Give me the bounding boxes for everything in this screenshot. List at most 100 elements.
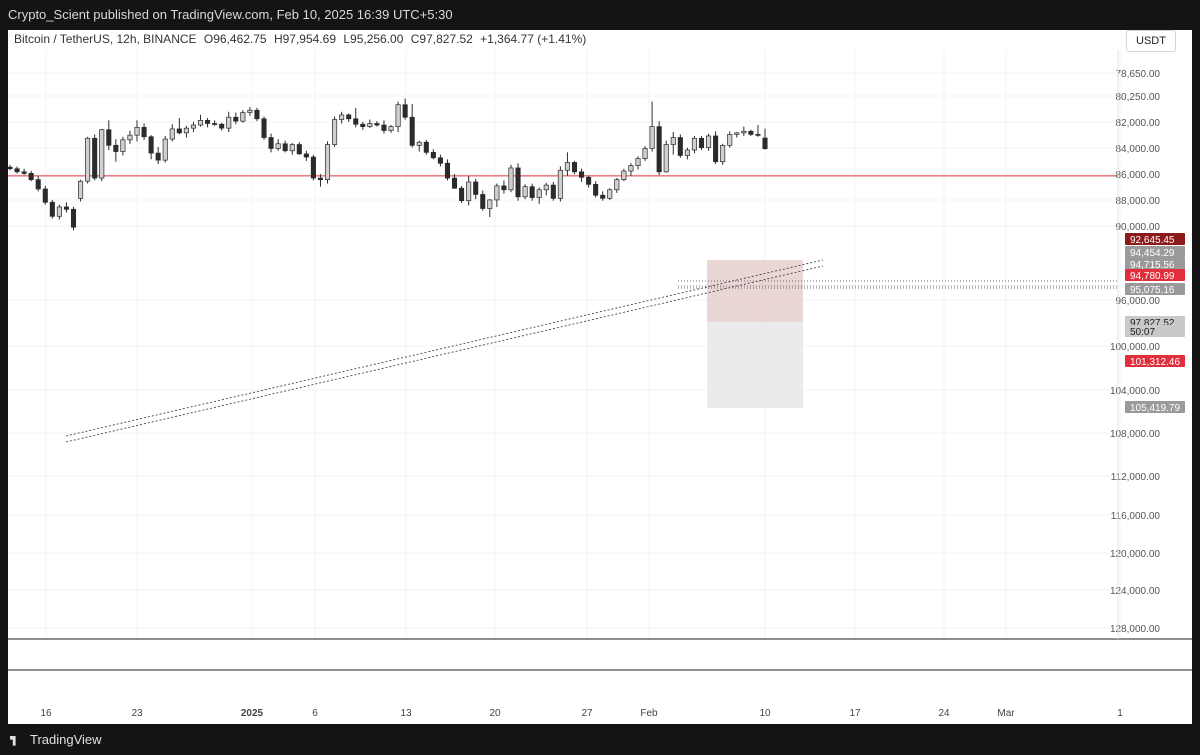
- candle-body: [141, 127, 147, 138]
- candle-body: [437, 157, 443, 164]
- candle-body: [557, 169, 563, 199]
- chart-frame[interactable]: 78,650.00 80,250.00 82,000.00 84,000.00 86,0…: [8, 30, 1192, 724]
- candle-body: [698, 137, 705, 149]
- x-tick-label: 24: [938, 708, 950, 719]
- candle-body: [233, 116, 239, 122]
- candle-body: [120, 139, 126, 152]
- price-label-bg: [1125, 355, 1185, 367]
- candle-body: [162, 138, 168, 161]
- candle-body: [727, 134, 733, 146]
- price-label-bg: [1125, 233, 1185, 245]
- candle-body: [35, 179, 41, 190]
- target-zone-box: [707, 322, 803, 408]
- candle-body: [353, 118, 359, 125]
- candle-body: [332, 119, 338, 145]
- y-tick-label: 124,000.00: [1110, 586, 1160, 597]
- x-tick-label: 2025: [241, 708, 264, 719]
- candle-body: [240, 112, 246, 122]
- price-label-bg: [1125, 283, 1185, 295]
- candle-body: [614, 179, 620, 191]
- candle-body: [169, 128, 175, 140]
- candle-body: [543, 184, 549, 191]
- candle-body: [663, 144, 669, 173]
- x-tick-label: 23: [131, 708, 143, 719]
- brand-name: TradingView: [30, 732, 102, 747]
- candle-body: [607, 189, 613, 199]
- candle-body: [388, 126, 394, 131]
- candle-body: [381, 124, 387, 131]
- candle-body: [183, 127, 189, 134]
- candle-body: [720, 144, 726, 163]
- price-label-bg: [1125, 258, 1185, 270]
- price-label-text: 105,419.79: [1130, 403, 1180, 414]
- y-tick-label: 86,000.00: [1116, 170, 1161, 181]
- x-tick-label: 16: [40, 708, 52, 719]
- candle-body: [70, 208, 77, 228]
- candle-body: [99, 129, 105, 179]
- price-label-bg: [1125, 246, 1185, 258]
- low-value: L95,256.00: [343, 32, 404, 46]
- x-tick-label: Feb: [640, 708, 658, 719]
- candle-body: [649, 126, 655, 149]
- candle-body: [677, 137, 683, 156]
- candles-layer: [8, 98, 768, 231]
- price-label-text: 94,780.99: [1130, 271, 1175, 282]
- y-tick-label: 128,000.00: [1110, 624, 1160, 635]
- candle-body: [148, 136, 154, 154]
- candle-body: [395, 104, 401, 127]
- price-label-text: 50:07: [1130, 327, 1155, 338]
- candle-body: [85, 137, 91, 182]
- candle-body: [78, 180, 84, 199]
- candle-body: [303, 153, 309, 158]
- chart-canvas[interactable]: 78,650.00 80,250.00 82,000.00 84,000.00 86,0…: [8, 30, 1192, 724]
- candle-body: [63, 206, 69, 210]
- symbol-name: Bitcoin / TetherUS, 12h, BINANCE: [14, 32, 197, 46]
- y-tick-label: 80,250.00: [1116, 92, 1161, 103]
- x-tick-label: 6: [312, 708, 318, 719]
- currency-button[interactable]: USDT: [1126, 30, 1176, 52]
- y-tick-label: 104,000.00: [1110, 386, 1160, 397]
- candle-body: [550, 184, 556, 199]
- candle-body: [205, 120, 211, 124]
- price-label-text: 97,827.52: [1130, 318, 1175, 329]
- y-tick-label: 90,000.00: [1116, 222, 1161, 233]
- x-tick-label: Mar: [997, 708, 1015, 719]
- candle-body: [346, 114, 352, 120]
- candle-body: [226, 116, 232, 129]
- y-tick-label: 88,000.00: [1116, 196, 1161, 207]
- candle-body: [268, 137, 274, 149]
- candle-body: [324, 144, 331, 180]
- x-tick-label: 10: [759, 708, 771, 719]
- y-tick-label: 116,000.00: [1111, 511, 1161, 522]
- candle-body: [466, 181, 472, 202]
- candle-body: [190, 124, 196, 129]
- candle-body: [444, 162, 451, 179]
- publish-header: Crypto_Scient published on TradingView.c…: [0, 0, 1200, 30]
- x-tick-label: 20: [489, 708, 501, 719]
- candle-body: [451, 177, 458, 189]
- candle-body: [487, 199, 493, 209]
- candle-body: [360, 123, 366, 127]
- price-label-text: 95,075.16: [1130, 285, 1175, 296]
- symbol-legend: Bitcoin / TetherUS, 12h, BINANCE O96,462…: [14, 32, 590, 46]
- candle-body: [522, 186, 528, 198]
- candle-body: [49, 201, 55, 217]
- candle-body: [593, 183, 599, 196]
- candle-body: [106, 129, 112, 146]
- close-value: C97,827.52: [410, 32, 473, 46]
- candle-body: [529, 186, 535, 198]
- candle-body: [571, 162, 578, 173]
- candle-body: [409, 116, 415, 146]
- candle-body: [734, 132, 740, 135]
- candle-body: [755, 134, 761, 136]
- candle-body: [536, 189, 542, 198]
- y-tick-label: 78,650.00: [1116, 69, 1161, 80]
- candle-body: [155, 152, 161, 161]
- candle-body: [656, 126, 662, 173]
- stop-zone-box: [707, 260, 803, 322]
- y-tick-label: 100,000.00: [1110, 342, 1160, 353]
- change-value: +1,364.77 (+1.41%): [480, 32, 587, 46]
- candle-body: [56, 206, 62, 217]
- x-axis: 16 23 2025 6 13 20 27 Feb 10 17 24 Mar 1: [8, 50, 1192, 719]
